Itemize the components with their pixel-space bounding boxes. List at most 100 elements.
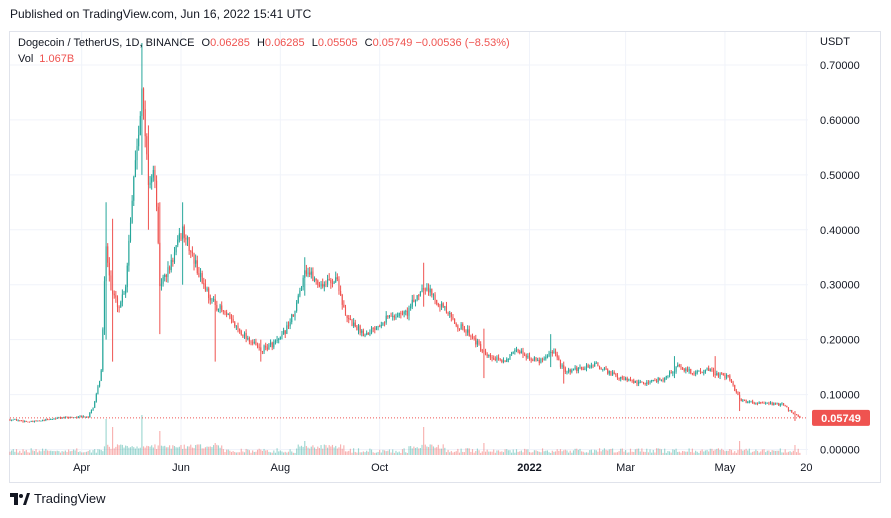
candle-body bbox=[721, 373, 723, 375]
volume-bar bbox=[199, 444, 202, 455]
candle-body bbox=[162, 276, 164, 284]
candle-body bbox=[256, 345, 259, 347]
candle-body bbox=[473, 337, 475, 339]
candle-body bbox=[427, 287, 430, 293]
candle-body bbox=[449, 312, 451, 314]
candle-body bbox=[629, 379, 632, 381]
close-value: 0.05749 bbox=[372, 37, 413, 49]
candle-body bbox=[278, 339, 280, 340]
candle-body bbox=[46, 419, 49, 420]
candle-body bbox=[14, 419, 16, 421]
volume-bar bbox=[481, 451, 483, 455]
volume-bar bbox=[410, 446, 412, 455]
candle-body bbox=[682, 367, 684, 370]
volume-bar bbox=[577, 449, 579, 455]
candle-body bbox=[673, 371, 676, 373]
tradingview-footer[interactable]: TradingView bbox=[10, 491, 106, 506]
chart-frame[interactable] bbox=[9, 31, 881, 483]
candle-body bbox=[196, 260, 198, 274]
candle-body bbox=[113, 293, 115, 296]
candle-body bbox=[558, 357, 560, 361]
volume-bar bbox=[439, 448, 441, 455]
volume-bar bbox=[543, 451, 545, 455]
volume-bar bbox=[281, 451, 283, 455]
candle-body bbox=[434, 294, 436, 300]
volume-bar bbox=[351, 452, 353, 455]
candle-body bbox=[320, 283, 322, 287]
volume-bar bbox=[77, 452, 79, 455]
candle-body bbox=[147, 154, 149, 185]
candle-body bbox=[561, 365, 563, 367]
candle-body bbox=[169, 267, 171, 271]
candle-body bbox=[693, 373, 695, 375]
candle-body bbox=[533, 357, 535, 361]
volume-bar bbox=[774, 450, 776, 455]
volume-bar bbox=[796, 452, 798, 455]
volume-bar bbox=[102, 451, 104, 455]
volume-bar bbox=[662, 452, 664, 455]
candle-body bbox=[300, 287, 303, 291]
candle-body bbox=[726, 375, 728, 379]
candle-body bbox=[525, 355, 527, 358]
volume-bar bbox=[248, 450, 250, 455]
candle-body bbox=[429, 288, 431, 293]
candle-body bbox=[177, 239, 179, 246]
candle-body bbox=[64, 416, 66, 418]
time-tick-label: May bbox=[715, 462, 736, 474]
volume-bar bbox=[613, 452, 615, 455]
time-axis[interactable]: Apr Jun Aug Oct 2022 Mar May 20 bbox=[73, 462, 812, 474]
candle-body bbox=[240, 330, 242, 335]
volume-bar bbox=[377, 451, 379, 455]
volume-bar bbox=[673, 449, 676, 455]
volume-bar bbox=[623, 451, 625, 455]
volume-bar bbox=[58, 451, 60, 455]
volume-bar bbox=[582, 451, 584, 455]
volume-bar bbox=[675, 448, 677, 455]
volume-bar bbox=[729, 449, 731, 455]
volume-bar bbox=[551, 450, 553, 455]
volume-bar bbox=[142, 446, 145, 455]
volume-label[interactable]: Vol bbox=[18, 53, 34, 65]
volume-bar bbox=[743, 449, 746, 455]
currency-label[interactable]: USDT bbox=[820, 36, 850, 48]
tradingview-brand: TradingView bbox=[34, 491, 106, 506]
volume-bar bbox=[559, 449, 562, 455]
candle-body bbox=[585, 365, 588, 369]
candle-body bbox=[486, 354, 488, 357]
time-tick-label: Oct bbox=[371, 462, 388, 474]
low-label: L bbox=[311, 37, 318, 49]
volume-bar bbox=[401, 449, 404, 455]
price-tick-label: 0.60000 bbox=[820, 115, 860, 127]
last-price-badge[interactable] bbox=[812, 409, 870, 426]
candle-body bbox=[27, 421, 29, 423]
volume-bar bbox=[245, 448, 247, 455]
candle-body bbox=[149, 182, 151, 185]
volume-bar bbox=[722, 450, 724, 455]
volume-bar bbox=[397, 452, 399, 455]
volume-bar bbox=[726, 450, 728, 455]
candle-body bbox=[385, 315, 387, 323]
price-axis[interactable]: 0.00000 0.10000 0.20000 0.30000 0.40000 0.500… bbox=[820, 60, 860, 457]
candle-body bbox=[172, 259, 174, 263]
candle-body bbox=[753, 402, 755, 404]
volume-bar bbox=[203, 448, 205, 455]
candle-body bbox=[683, 369, 685, 371]
volume-bar bbox=[217, 445, 220, 455]
volume-bar bbox=[717, 448, 719, 455]
volume-bar bbox=[172, 445, 174, 455]
volume-bar bbox=[525, 449, 527, 455]
candle-body bbox=[42, 419, 44, 421]
price-tick-label: 0.50000 bbox=[820, 170, 860, 182]
candle-body bbox=[239, 328, 241, 331]
symbol-description[interactable]: Dogecoin / TetherUS, 1D, BINANCE bbox=[18, 37, 195, 49]
candle-body bbox=[377, 325, 379, 327]
candle-body bbox=[437, 303, 439, 306]
volume-bar bbox=[721, 448, 723, 455]
candle-body bbox=[315, 278, 317, 281]
candle-body bbox=[32, 421, 34, 423]
volume-bar bbox=[177, 447, 179, 455]
volume-value: 1.067B bbox=[39, 53, 75, 65]
volume-bar bbox=[524, 448, 526, 455]
volume-bar bbox=[25, 449, 27, 455]
